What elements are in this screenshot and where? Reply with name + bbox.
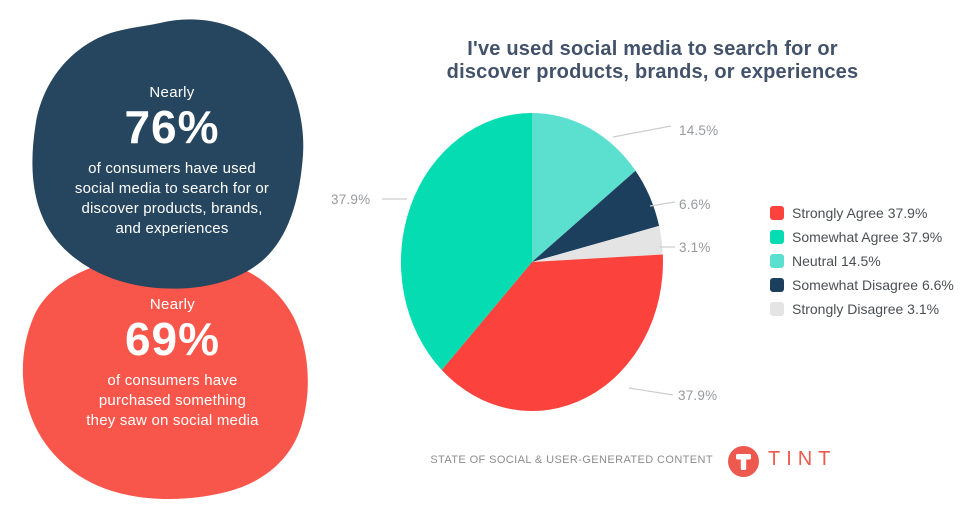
pie-slice-neutral (532, 113, 636, 262)
pie-label-strongly-disagree: 3.1% (679, 240, 711, 255)
legend-swatch (770, 206, 784, 220)
stat-value: 76% (124, 101, 220, 153)
chart-title-line1: I've used social media to search for or (467, 38, 838, 60)
pie-slice-strongly-disagree (532, 225, 663, 262)
chart-title: I've used social media to search for or … (430, 38, 875, 84)
footer-source-text: STATE OF SOCIAL & USER-GENERATED CONTENT (430, 454, 713, 466)
stat-desc-line: social media to search for or (74, 179, 270, 197)
leader-line (649, 201, 676, 207)
legend-swatch (770, 254, 784, 268)
stat-desc-line: and experiences (115, 219, 229, 237)
legend-label: Strongly Agree 37.9% (792, 205, 928, 221)
pie-slice-somewhat-agree (400, 112, 532, 370)
leader-line (612, 125, 672, 138)
pie-slices (400, 112, 663, 412)
stat-purchased: Nearly 69% of consumers have purchased s… (60, 296, 285, 431)
pie-label-strongly-agree: 37.9% (678, 388, 718, 403)
legend-item-somewhat-agree: Somewhat Agree 37.9% (770, 225, 954, 249)
legend-item-neutral: Neutral 14.5% (770, 249, 954, 273)
stat-blobs-graphic (22, 19, 308, 499)
stat-prefix: Nearly (149, 296, 196, 313)
legend-item-strongly-agree: Strongly Agree 37.9% (770, 201, 954, 225)
pie-label-somewhat-agree: 37.9% (331, 192, 371, 207)
stat-value: 69% (124, 313, 221, 365)
stat-desc-line: of consumers have used (88, 159, 256, 177)
legend-label: Somewhat Agree 37.9% (792, 229, 943, 245)
leader-line (628, 387, 674, 396)
stat-desc-line: of consumers have (107, 371, 238, 389)
stat-desc-line: they saw on social media (86, 411, 259, 429)
stat-blob-red (22, 256, 308, 499)
legend-label: Strongly Disagree 3.1% (792, 301, 940, 317)
pie-label-somewhat-disagree: 6.6% (679, 197, 711, 212)
stat-used-social: Nearly 76% of consumers have used social… (52, 84, 292, 239)
legend-label: Neutral 14.5% (792, 253, 881, 269)
legend-item-somewhat-disagree: Somewhat Disagree 6.6% (770, 273, 954, 297)
stat-prefix: Nearly (149, 84, 195, 101)
leader-lines (382, 125, 676, 396)
tint-logo-t-glyph (736, 454, 751, 470)
legend-swatch (770, 230, 784, 244)
stat-blob-navy (32, 19, 304, 289)
legend-item-strongly-disagree: Strongly Disagree 3.1% (770, 297, 954, 321)
pie-chart (382, 112, 676, 412)
pie-slice-somewhat-disagree (532, 170, 660, 262)
pie-label-neutral: 14.5% (679, 123, 719, 138)
legend-label: Somewhat Disagree 6.6% (792, 277, 954, 293)
pie-slice-strongly-agree (441, 254, 663, 412)
tint-logo-icon (728, 446, 759, 477)
chart-title-line2: discover products, brands, or experience… (446, 61, 859, 83)
pie-legend: Strongly Agree 37.9% Somewhat Agree 37.9%… (770, 201, 954, 321)
stat-desc-line: purchased something (98, 391, 247, 409)
tint-wordmark: TINT (768, 448, 837, 470)
legend-swatch (770, 302, 784, 316)
legend-swatch (770, 278, 784, 292)
stat-desc-line: discover products, brands, (81, 199, 263, 217)
